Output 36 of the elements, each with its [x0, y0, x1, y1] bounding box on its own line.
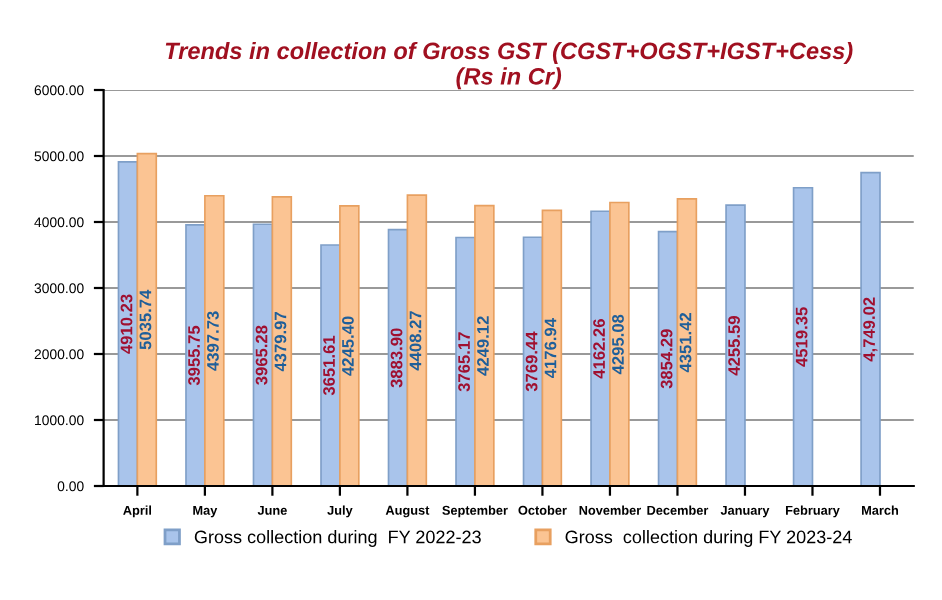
data-label: 3955.75: [188, 325, 200, 386]
data-label: 4519.35: [795, 307, 808, 367]
data-label: 4379.97: [274, 312, 287, 372]
bar: [271, 196, 293, 486]
bar: [541, 209, 563, 486]
data-label: 4,749.02: [863, 297, 878, 362]
bar: [474, 204, 495, 486]
bar: [136, 152, 158, 486]
data-label: 3765.17: [458, 332, 470, 392]
data-label: 3769.44: [525, 331, 538, 392]
bar: [339, 204, 360, 486]
data-label: 3854.29: [660, 329, 673, 389]
data-label: 3651.61: [323, 335, 335, 396]
data-label: 3965.28: [255, 325, 268, 385]
data-label: 4245.40: [342, 316, 354, 376]
data-label: 4176.94: [544, 318, 557, 379]
bar: [204, 194, 225, 486]
data-label: 4351.42: [679, 312, 692, 373]
bar: [406, 194, 428, 486]
data-label: 4295.08: [612, 314, 624, 375]
legend-label: Gross collection during FY 2023-24: [565, 530, 852, 547]
data-label: 4249.12: [477, 316, 489, 376]
bar: [609, 201, 630, 486]
legend-label: Gross collection during FY 2022-23: [194, 530, 481, 547]
bar: [860, 171, 881, 486]
bar: [792, 186, 814, 486]
bar: [676, 197, 698, 486]
data-label: 5035.74: [139, 289, 152, 350]
data-label: 3883.90: [390, 328, 403, 388]
bar: [725, 204, 746, 486]
data-label: 4162.26: [593, 319, 605, 379]
data-label: 4408.27: [409, 311, 422, 371]
data-label: 4397.73: [207, 311, 219, 371]
data-label: 4255.59: [728, 316, 740, 376]
chart-title: Trends in collection of Gross GST (CGST+OGST+IGST+Cess) (Rs in Cr): [165, 41, 853, 90]
data-label: 4910.23: [120, 294, 133, 354]
